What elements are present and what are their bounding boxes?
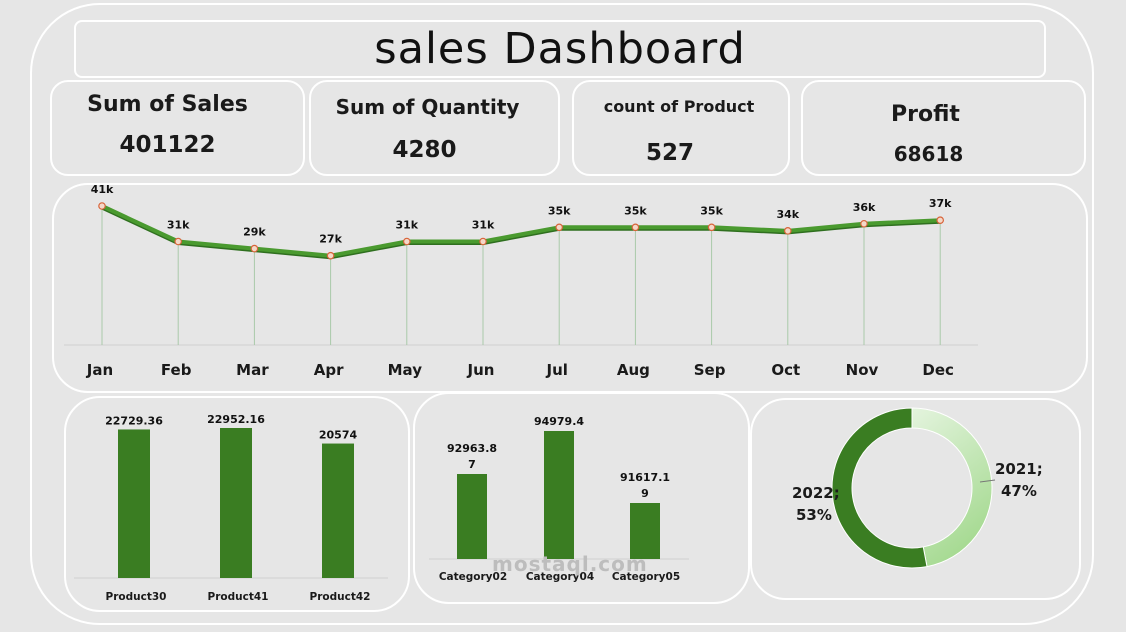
data-label: 31k [167,219,190,232]
data-point [860,219,868,228]
data-point [555,223,564,232]
data-label: 22729.36 [105,414,163,427]
data-label: 31k [472,219,495,232]
watermark: mostaql.com [492,552,648,576]
category-label: Category02 [439,571,507,583]
data-point [98,202,106,210]
monthly-line-chart: 41k Jan 31k Feb 29k Mar 27k Apr 31k May 31k Jun 35k J… [64,185,978,379]
year-donut-chart: 2021; 47% 2022; 53% [792,407,1043,569]
data-label: 22952.16 [207,413,265,426]
slice-percent: 47% [1001,482,1037,500]
slice-percent: 53% [796,506,832,524]
data-label: 37k [929,197,952,210]
product-bar-chart: 22729.36 Product30 22952.16 Product41 20574 P… [74,413,388,603]
category-label: Category04 [526,571,594,583]
data-point [631,223,640,232]
kpi-card-profit: Profit 68618 [801,80,1086,176]
data-point [326,251,335,260]
data-label: 35k [700,204,723,217]
kpi-value: 68618 [893,142,964,166]
dashboard-frame [30,3,1094,625]
data-label: 35k [624,204,647,217]
kpi-label: Sum of Sales [87,92,248,117]
data-label: 29k [243,226,266,239]
kpi-label: Sum of Quantity [335,95,520,119]
category-label: Product41 [208,591,269,603]
category-label: Category05 [612,571,680,583]
category-bar-chart: 92963.8 7 Category02 94979.4 Category04 91617… [429,415,689,583]
data-label: 7 [468,458,476,471]
leader-line [979,479,996,483]
bar [220,428,252,578]
kpi-label: count of Product [603,97,755,116]
x-tick-label: Sep [694,361,726,379]
data-label: 20574 [319,429,358,442]
data-label: 31k [395,219,418,232]
data-point [783,227,792,235]
data-label: 91617.1 [620,471,670,484]
series-line [101,204,941,258]
bar [544,431,574,559]
data-point [707,223,716,232]
x-tick-label: Aug [617,361,650,379]
kpi-value: 4280 [392,137,457,163]
data-point [936,216,945,225]
bar [118,429,150,578]
x-tick-label: Jan [86,361,113,379]
slice-label: 2022; [792,484,840,502]
slice-label: 2021; [995,460,1043,478]
x-tick-label: Jun [467,361,495,379]
product-bar-chart-panel: 22729.36 Product30 22952.16 Product41 20574 P… [64,396,410,612]
category-bar-chart-panel: 92963.8 7 Category02 94979.4 Category04 91617… [413,392,750,604]
x-tick-label: Oct [771,361,800,379]
data-point [402,237,411,246]
data-point [479,237,487,246]
donut-slice [831,407,928,569]
data-label: 41k [91,185,114,196]
x-tick-label: Nov [846,361,879,379]
kpi-value: 527 [645,140,694,166]
data-label: 34k [776,208,799,221]
x-tick-label: Mar [236,361,269,379]
kpi-card-sales: Sum of Sales 401122 [50,80,305,176]
kpi-card-product-count: count of Product 527 [572,80,790,176]
bar [322,443,354,578]
category-label: Product30 [106,591,167,603]
series-line-shadow [100,204,941,260]
x-tick-label: Jul [545,361,567,379]
data-label: 35k [548,204,571,217]
data-label: 27k [319,233,342,246]
page-title: sales Dashboard [374,24,746,74]
data-label: 9 [641,487,649,500]
kpi-card-quantity: Sum of Quantity 4280 [309,80,560,176]
x-tick-label: Feb [161,361,192,379]
data-point [174,237,183,246]
x-tick-label: Apr [314,361,344,379]
data-label: 94979.4 [534,415,584,428]
donut-slice [911,407,993,568]
x-tick-label: May [388,361,423,379]
bar [457,474,487,559]
data-label: 36k [853,201,876,214]
data-label: 92963.8 [447,442,497,455]
x-tick-label: Dec [922,361,954,379]
bar [630,503,660,559]
year-donut-chart-panel: 2021; 47% 2022; 53% [750,398,1081,600]
category-label: Product42 [310,591,371,603]
title-box: sales Dashboard [74,20,1046,78]
monthly-line-chart-panel: 41k Jan 31k Feb 29k Mar 27k Apr 31k May 31k Jun 35k J… [52,183,1088,393]
kpi-value: 401122 [119,132,216,158]
data-point [250,244,259,253]
kpi-label: Profit [891,102,960,127]
